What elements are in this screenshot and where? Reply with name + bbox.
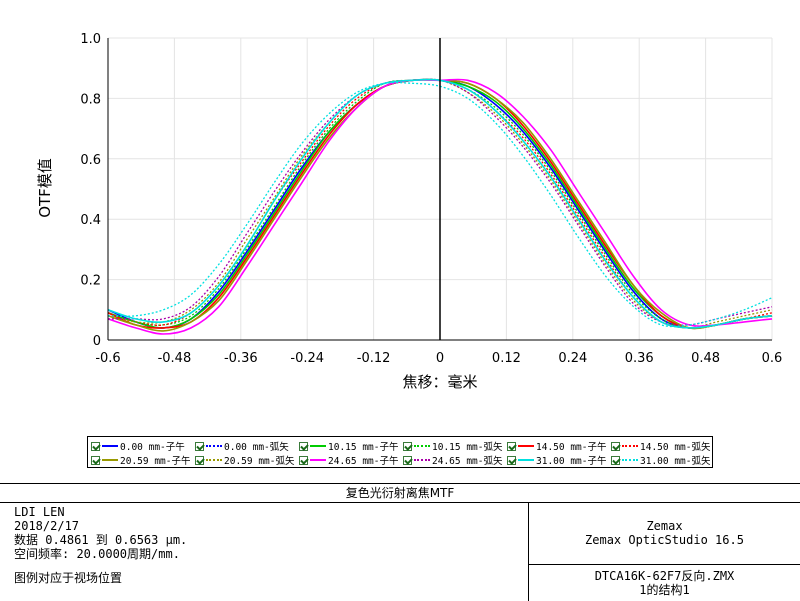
legend-label: 10.15 mm-子午 (328, 442, 399, 453)
legend-checkbox-icon[interactable] (91, 455, 100, 465)
legend-label: 20.59 mm-子午 (120, 456, 191, 467)
legend-label: 14.50 mm-弧矢 (640, 442, 711, 453)
x-tick-label: -0.36 (224, 351, 258, 366)
x-tick-label: -0.24 (290, 351, 324, 366)
y-tick-label: 0.4 (80, 213, 101, 228)
info-title: 复色光衍射离焦MTF (0, 484, 800, 503)
legend-checkbox-icon[interactable] (403, 441, 412, 451)
legend-item[interactable]: 10.15 mm-子午 (299, 439, 398, 453)
x-tick-label: 0.6 (762, 351, 783, 366)
info-software-version: Zemax OpticStudio 16.5 (585, 533, 744, 547)
chart-axes (107, 38, 772, 341)
legend-item[interactable]: 0.00 mm-弧矢 (195, 439, 289, 453)
legend-label: 24.65 mm-弧矢 (432, 456, 503, 467)
legend-swatch (102, 445, 118, 447)
legend-item[interactable]: 24.65 mm-弧矢 (403, 453, 502, 467)
legend-swatch (622, 445, 638, 447)
legend-swatch (310, 445, 326, 447)
legend-label: 14.50 mm-子午 (536, 442, 607, 453)
y-tick-label: 0.2 (80, 274, 101, 289)
info-legend-note: 图例对应于视场位置 (14, 571, 123, 585)
info-configuration: 1的结构1 (639, 583, 690, 597)
legend-swatch (102, 459, 118, 461)
x-tick-label: 0.12 (492, 351, 521, 366)
info-software-vendor: Zemax (646, 519, 683, 533)
legend-swatch (622, 459, 638, 461)
chart-ticks: -0.6 -0.48 -0.36 -0.24 -0.12 0 0.12 0.24 0.36 0.4… (80, 32, 782, 366)
y-axis-label: OTF模值 (36, 158, 54, 218)
legend-item[interactable]: 31.00 mm-弧矢 (611, 453, 710, 467)
legend-label: 31.00 mm-弧矢 (640, 456, 711, 467)
legend-checkbox-icon[interactable] (611, 441, 620, 451)
legend-label: 20.59 mm-弧矢 (224, 456, 295, 467)
info-panel: 复色光衍射离焦MTF LDI LEN 2018/2/17 数据 0.4861 到… (0, 483, 800, 601)
x-tick-label: 0.48 (691, 351, 720, 366)
legend-checkbox-icon[interactable] (195, 441, 204, 451)
legend-label: 31.00 mm-子午 (536, 456, 607, 467)
legend-item[interactable]: 14.50 mm-弧矢 (611, 439, 710, 453)
y-tick-label: 0 (93, 334, 101, 349)
legend-item[interactable]: 31.00 mm-子午 (507, 453, 606, 467)
series-line (107, 78, 773, 329)
info-software-block: Zemax Zemax OpticStudio 16.5 (529, 503, 800, 565)
y-tick-label: 1.0 (80, 32, 101, 47)
legend-swatch (206, 445, 222, 447)
legend-item[interactable]: 20.59 mm-弧矢 (195, 453, 294, 467)
mtf-chart: -0.6 -0.48 -0.36 -0.24 -0.12 0 0.12 0.24 0.36 0.4… (36, 32, 782, 391)
info-wavelength: 数据 0.4861 到 0.6563 µm. (14, 533, 188, 547)
x-tick-label: 0.36 (625, 351, 654, 366)
info-spatial-frequency: 空间频率: 20.0000周期/mm. (14, 547, 180, 561)
legend-checkbox-icon[interactable] (507, 455, 516, 465)
legend-item[interactable]: 10.15 mm-弧矢 (403, 439, 502, 453)
legend-checkbox-icon[interactable] (91, 441, 100, 451)
x-tick-label: -0.12 (357, 351, 391, 366)
legend-swatch (518, 459, 534, 461)
legend-swatch (206, 459, 222, 461)
info-lens-name: LDI LEN (14, 505, 65, 519)
legend-label: 24.65 mm-子午 (328, 456, 399, 467)
x-tick-label: 0 (436, 351, 444, 366)
x-tick-label: 0.24 (558, 351, 587, 366)
info-file-block: DTCA16K-62F7反向.ZMX 1的结构1 (529, 565, 800, 601)
legend-item[interactable]: 20.59 mm-子午 (91, 453, 190, 467)
legend-swatch (414, 445, 430, 447)
legend-item[interactable]: 14.50 mm-子午 (507, 439, 606, 453)
info-left-block: LDI LEN 2018/2/17 数据 0.4861 到 0.6563 µm.… (0, 503, 529, 601)
legend-label: 10.15 mm-弧矢 (432, 442, 503, 453)
legend-checkbox-icon[interactable] (299, 455, 308, 465)
chart-legend: 0.00 mm-子午 0.00 mm-弧矢 10.15 mm-子午 10.15 mm-… (87, 436, 713, 468)
legend-swatch (414, 459, 430, 461)
y-tick-label: 0.8 (80, 92, 101, 107)
x-axis-label: 焦移：毫米 (402, 373, 477, 391)
legend-checkbox-icon[interactable] (195, 455, 204, 465)
legend-checkbox-icon[interactable] (403, 455, 412, 465)
info-file-name: DTCA16K-62F7反向.ZMX (594, 569, 735, 583)
legend-swatch (518, 445, 534, 447)
legend-swatch (310, 459, 326, 461)
legend-item[interactable]: 0.00 mm-子午 (91, 439, 185, 453)
y-tick-label: 0.6 (80, 153, 101, 168)
x-tick-label: -0.48 (158, 351, 192, 366)
legend-checkbox-icon[interactable] (299, 441, 308, 451)
legend-item[interactable]: 24.65 mm-子午 (299, 453, 398, 467)
legend-label: 0.00 mm-弧矢 (224, 442, 289, 453)
x-tick-label: -0.6 (95, 351, 120, 366)
info-date: 2018/2/17 (14, 519, 80, 533)
legend-label: 0.00 mm-子午 (120, 442, 185, 453)
legend-checkbox-icon[interactable] (611, 455, 620, 465)
legend-checkbox-icon[interactable] (507, 441, 516, 451)
